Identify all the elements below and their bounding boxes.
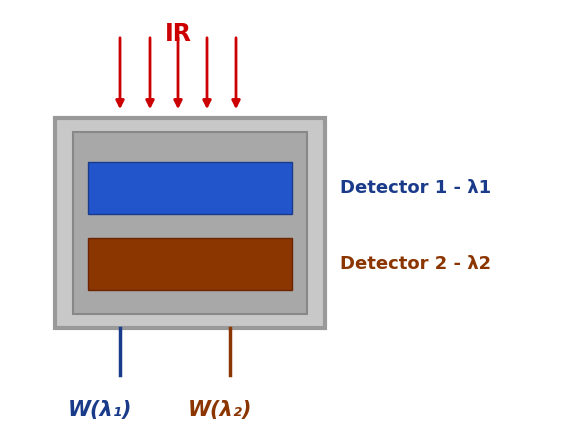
Text: Detector 2 - λ2: Detector 2 - λ2 — [340, 255, 491, 273]
Text: W(λ₂): W(λ₂) — [188, 400, 252, 420]
Bar — [55, 118, 325, 328]
Bar — [88, 162, 292, 214]
Text: W(λ₁): W(λ₁) — [68, 400, 132, 420]
Bar — [88, 238, 292, 290]
Text: IR: IR — [164, 22, 191, 46]
Text: Detector 1 - λ1: Detector 1 - λ1 — [340, 179, 491, 197]
Bar — [73, 132, 307, 314]
